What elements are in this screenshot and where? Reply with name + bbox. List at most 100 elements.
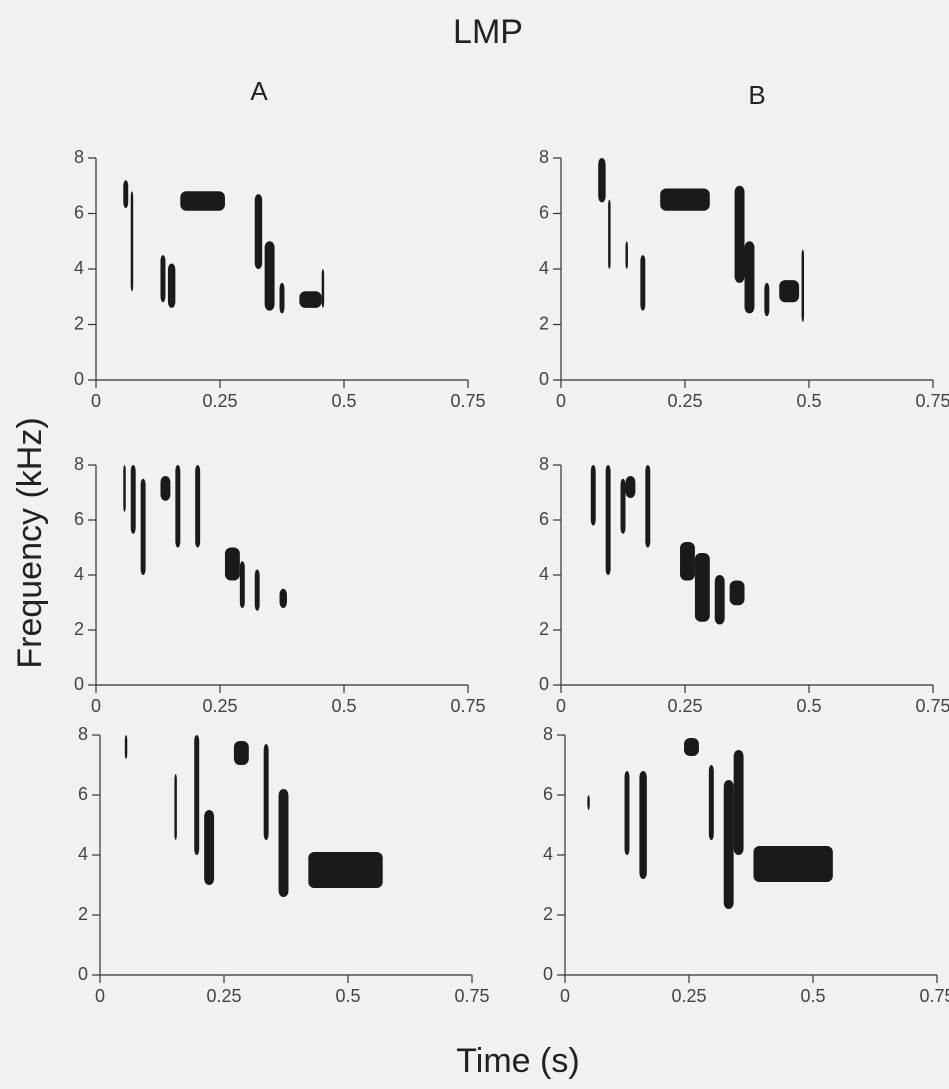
syllable (160, 476, 171, 501)
y-tick-label: 0 (539, 369, 549, 389)
x-tick-label: 0.5 (331, 391, 356, 411)
syllable (608, 199, 611, 269)
y-tick-label: 2 (539, 313, 549, 333)
y-tick-label: 4 (539, 564, 549, 584)
y-tick-label: 2 (539, 619, 549, 639)
x-tick-label: 0 (91, 696, 101, 716)
syllable (130, 191, 134, 292)
y-tick-label: 8 (74, 147, 84, 167)
y-tick-label: 0 (78, 964, 88, 984)
syllable (299, 291, 322, 308)
figure-title: LMP (453, 13, 523, 51)
syllable (714, 575, 725, 625)
syllable (645, 465, 651, 548)
syllable (734, 185, 745, 283)
syllable (233, 741, 249, 765)
y-tick-label: 8 (539, 147, 549, 167)
syllable (753, 846, 833, 882)
syllable (130, 465, 136, 534)
syllable (801, 249, 805, 322)
syllable (764, 282, 770, 317)
y-tick-label: 0 (543, 964, 553, 984)
x-tick-label: 0.5 (796, 391, 821, 411)
syllable (587, 795, 590, 810)
column-label: B (748, 80, 765, 110)
syllable (620, 478, 626, 534)
x-tick-label: 0.25 (667, 391, 702, 411)
x-tick-label: 0 (556, 696, 566, 716)
syllable (321, 269, 325, 308)
syllable (733, 750, 744, 855)
y-tick-label: 4 (74, 258, 84, 278)
y-tick-label: 4 (74, 564, 84, 584)
syllable (175, 465, 181, 548)
syllable (684, 738, 699, 756)
y-tick-label: 6 (539, 509, 549, 529)
syllable (729, 580, 745, 606)
syllable (124, 735, 128, 759)
x-tick-label: 0.75 (919, 986, 949, 1006)
syllable (723, 780, 734, 909)
syllable (194, 735, 200, 855)
x-tick-label: 0.5 (335, 986, 360, 1006)
syllable (204, 810, 215, 885)
syllable (180, 191, 225, 211)
x-tick-label: 0.75 (450, 696, 485, 716)
syllable (239, 561, 245, 608)
syllable (254, 194, 263, 269)
syllable (625, 241, 628, 269)
x-tick-label: 0 (95, 986, 105, 1006)
syllable (263, 744, 269, 840)
x-tick-label: 0.25 (202, 391, 237, 411)
syllable (174, 774, 177, 840)
y-tick-label: 8 (539, 454, 549, 474)
syllable (624, 771, 630, 855)
syllable (167, 263, 176, 308)
syllable (279, 282, 285, 314)
syllable (779, 280, 800, 303)
y-tick-label: 6 (539, 202, 549, 222)
x-tick-label: 0.5 (796, 696, 821, 716)
syllable (279, 588, 287, 608)
syllable (590, 465, 596, 526)
y-tick-label: 4 (543, 844, 553, 864)
x-tick-label: 0 (91, 391, 101, 411)
x-tick-label: 0.25 (671, 986, 706, 1006)
syllable (640, 255, 646, 311)
x-tick-label: 0.25 (206, 986, 241, 1006)
y-tick-label: 2 (78, 904, 88, 924)
syllable (123, 180, 129, 208)
syllable (123, 465, 126, 512)
y-tick-label: 4 (78, 844, 88, 864)
syllable (598, 158, 606, 203)
y-tick-label: 4 (539, 258, 549, 278)
y-tick-label: 0 (74, 674, 84, 694)
x-tick-label: 0.5 (331, 696, 356, 716)
y-tick-label: 6 (74, 202, 84, 222)
syllable (605, 465, 611, 575)
x-tick-label: 0 (556, 391, 566, 411)
x-tick-label: 0.75 (915, 696, 949, 716)
y-tick-label: 6 (78, 784, 88, 804)
syllable (264, 241, 275, 311)
syllable (639, 771, 647, 879)
syllable (660, 188, 710, 211)
syllable (694, 553, 710, 622)
y-tick-label: 6 (74, 509, 84, 529)
y-tick-label: 2 (74, 313, 84, 333)
syllable (625, 476, 636, 498)
y-axis-label: Frequency (kHz) (11, 417, 49, 668)
x-tick-label: 0.75 (454, 986, 489, 1006)
y-tick-label: 8 (543, 724, 553, 744)
syllable (708, 765, 714, 840)
column-label: A (250, 76, 268, 106)
y-tick-label: 2 (543, 904, 553, 924)
syllable (680, 542, 695, 581)
y-tick-label: 0 (74, 369, 84, 389)
y-tick-label: 6 (543, 784, 553, 804)
x-tick-label: 0.5 (800, 986, 825, 1006)
x-tick-label: 0.75 (450, 391, 485, 411)
syllable (195, 465, 201, 548)
x-tick-label: 0.25 (202, 696, 237, 716)
x-tick-label: 0.25 (667, 696, 702, 716)
